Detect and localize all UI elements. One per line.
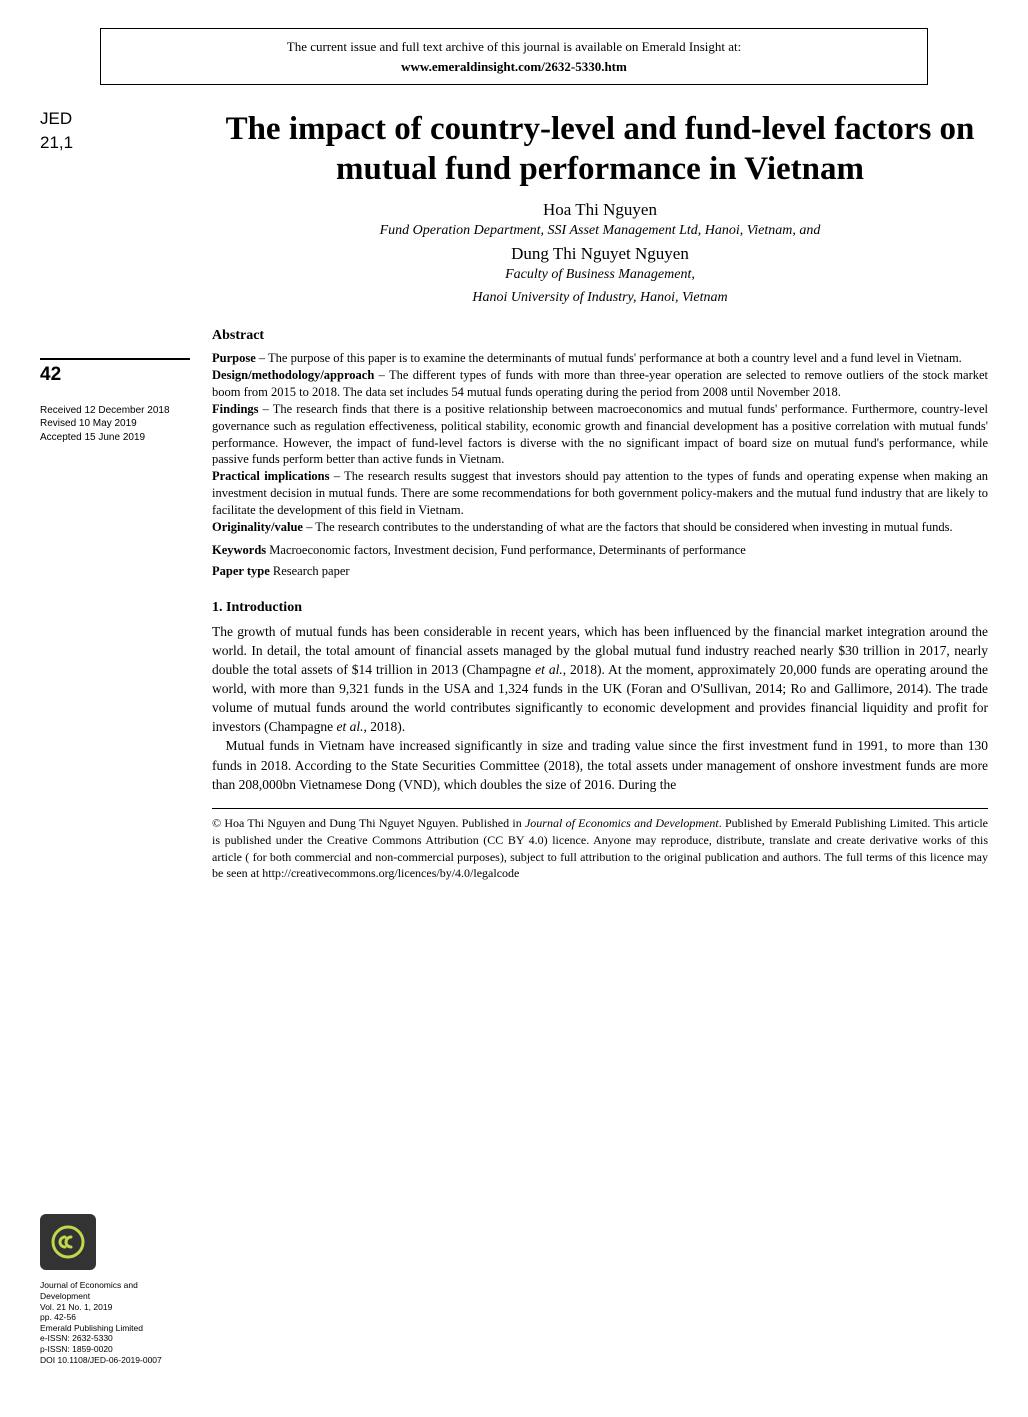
page-number-box: 42 <box>40 358 190 386</box>
meta-journal-title: Journal of Economics and Development <box>40 1280 190 1301</box>
abstract-findings: Findings – The research finds that there… <box>212 401 988 469</box>
author-2-affiliation-line1: Faculty of Business Management, <box>212 266 988 285</box>
abstract-originality-label: Originality/value <box>212 520 303 534</box>
abstract-keywords: Keywords Macroeconomic factors, Investme… <box>212 542 988 559</box>
footnote-a: © Hoa Thi Nguyen and Dung Thi Nguyet Ngu… <box>212 816 525 830</box>
footnote-text: © Hoa Thi Nguyen and Dung Thi Nguyet Ngu… <box>212 815 988 882</box>
intro-p1-c: , 2018). <box>363 719 405 734</box>
abstract-practical-label: Practical implications <box>212 469 330 483</box>
abstract-papertype-text: Research paper <box>270 564 350 578</box>
main-columns: JED 21,1 42 Received 12 December 2018 Re… <box>40 109 988 1365</box>
left-rail: JED 21,1 42 Received 12 December 2018 Re… <box>40 109 190 1365</box>
author-1-affiliation: Fund Operation Department, SSI Asset Man… <box>212 222 988 241</box>
abstract-keywords-label: Keywords <box>212 543 266 557</box>
cc-badge-icon <box>40 1214 96 1270</box>
author-1-name: Hoa Thi Nguyen <box>212 200 988 220</box>
title-block: The impact of country-level and fund-lev… <box>212 109 988 308</box>
abstract-practical: Practical implications – The research re… <box>212 468 988 519</box>
abstract-design-label: Design/methodology/approach <box>212 368 374 382</box>
page-number: 42 <box>40 364 190 386</box>
abstract-originality-text: – The research contributes to the unders… <box>303 520 953 534</box>
intro-para-1: The growth of mutual funds has been cons… <box>212 622 988 737</box>
meta-pissn: p-ISSN: 1859-0020 <box>40 1344 190 1355</box>
abstract-papertype-label: Paper type <box>212 564 270 578</box>
abstract-findings-label: Findings <box>212 402 259 416</box>
introduction-body: The growth of mutual funds has been cons… <box>212 622 988 794</box>
introduction-heading: 1. Introduction <box>212 600 988 616</box>
content-column: The impact of country-level and fund-lev… <box>212 109 988 1365</box>
intro-p1-em2: et al. <box>336 719 363 734</box>
meta-doi: DOI 10.1108/JED-06-2019-0007 <box>40 1355 190 1366</box>
abstract-purpose-label: Purpose <box>212 351 256 365</box>
article-history: Received 12 December 2018 Revised 10 May… <box>40 404 190 445</box>
abstract-design: Design/methodology/approach – The differ… <box>212 367 988 401</box>
abstract-findings-text: – The research finds that there is a pos… <box>212 402 988 467</box>
abstract-body: Purpose – The purpose of this paper is t… <box>212 350 988 579</box>
abstract-papertype: Paper type Research paper <box>212 563 988 580</box>
abstract-originality: Originality/value – The research contrib… <box>212 519 988 536</box>
history-received: Received 12 December 2018 <box>40 404 190 418</box>
intro-p1-em1: et al. <box>535 662 563 677</box>
journal-code: JED <box>40 109 190 129</box>
journal-meta: Journal of Economics and Development Vol… <box>40 1280 190 1365</box>
history-accepted: Accepted 15 June 2019 <box>40 431 190 445</box>
abstract-heading: Abstract <box>212 328 988 344</box>
footnote-journal-em: Journal of Economics and Development <box>525 816 719 830</box>
abstract-purpose: Purpose – The purpose of this paper is t… <box>212 350 988 367</box>
meta-volume: Vol. 21 No. 1, 2019 <box>40 1302 190 1313</box>
meta-publisher: Emerald Publishing Limited <box>40 1323 190 1334</box>
copyright-footnote: © Hoa Thi Nguyen and Dung Thi Nguyet Ngu… <box>212 808 988 882</box>
volume-issue: 21,1 <box>40 133 190 153</box>
abstract-keywords-text: Macroeconomic factors, Investment decisi… <box>266 543 746 557</box>
archive-line1: The current issue and full text archive … <box>113 37 915 57</box>
abstract-purpose-text: – The purpose of this paper is to examin… <box>256 351 962 365</box>
article-title: The impact of country-level and fund-lev… <box>212 109 988 190</box>
author-2-name: Dung Thi Nguyet Nguyen <box>212 244 988 264</box>
meta-eissn: e-ISSN: 2632-5330 <box>40 1333 190 1344</box>
archive-line2: www.emeraldinsight.com/2632-5330.htm <box>113 57 915 77</box>
author-2-affiliation-line2: Hanoi University of Industry, Hanoi, Vie… <box>212 289 988 308</box>
archive-banner: The current issue and full text archive … <box>100 28 928 85</box>
intro-para-2: Mutual funds in Vietnam have increased s… <box>212 736 988 793</box>
history-revised: Revised 10 May 2019 <box>40 417 190 431</box>
meta-pages: pp. 42-56 <box>40 1312 190 1323</box>
